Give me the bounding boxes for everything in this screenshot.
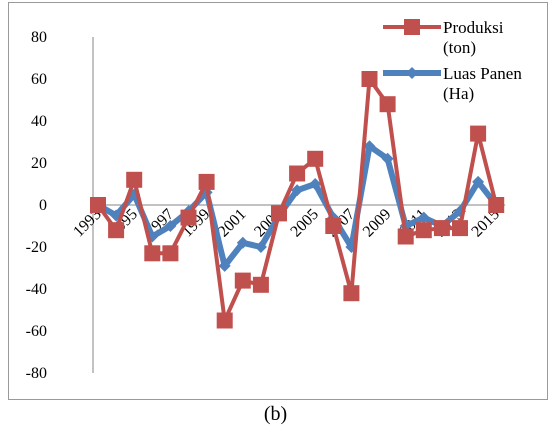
data-point-produksi: [198, 173, 215, 190]
data-point-produksi: [361, 71, 378, 87]
data-point-produksi: [470, 125, 487, 142]
data-point-produksi: [415, 222, 432, 239]
series-line-produksi: [96, 77, 499, 323]
data-point-luas-panen: [218, 259, 231, 272]
data-point-luas-panen: [254, 241, 267, 253]
data-point-produksi: [452, 220, 468, 237]
chart-frame: 806040200-20-40-60-801993199519971999200…: [8, 2, 548, 400]
legend-marker-luas-panen: [406, 67, 418, 79]
data-point-produksi: [325, 218, 342, 234]
data-point-luas-panen: [381, 152, 394, 165]
y-tick-label: 80: [31, 29, 47, 46]
legend-marker-produksi: [404, 19, 420, 35]
data-point-luas-panen: [363, 140, 376, 153]
data-point-luas-panen: [472, 175, 485, 188]
legend-label-luas-panen: Luas Panen: [443, 64, 522, 83]
data-point-produksi: [433, 220, 450, 237]
legend-label-luas-panen: (Ha): [443, 84, 474, 103]
line-chart: 806040200-20-40-60-801993199519971999200…: [26, 18, 523, 382]
x-tick-label: 2005: [287, 206, 322, 241]
data-point-luas-panen: [309, 178, 322, 190]
data-point-luas-panen: [164, 220, 177, 232]
data-point-produksi: [379, 96, 396, 113]
data-point-produksi: [343, 285, 360, 302]
data-point-luas-panen: [417, 211, 430, 224]
y-tick-label: 20: [31, 155, 47, 172]
data-point-produksi: [488, 197, 505, 213]
data-point-produksi: [234, 272, 251, 289]
legend-label-produksi: (ton): [443, 38, 476, 57]
y-tick-label: -20: [26, 239, 47, 256]
data-point-produksi: [180, 209, 197, 226]
data-point-produksi: [108, 222, 125, 239]
data-point-produksi: [252, 276, 269, 293]
data-point-produksi: [162, 245, 179, 262]
data-point-produksi: [216, 312, 233, 329]
data-point-produksi: [90, 197, 106, 213]
x-tick-label: 2009: [360, 206, 395, 241]
y-tick-label: 60: [31, 71, 47, 88]
y-tick-label: 40: [31, 113, 47, 130]
data-point-produksi: [144, 245, 161, 262]
legend-label-produksi: Produksi: [443, 18, 504, 37]
data-point-produksi: [397, 228, 414, 245]
data-point-luas-panen: [236, 236, 249, 249]
data-point-produksi: [126, 171, 143, 188]
y-tick-label: -80: [26, 365, 47, 382]
figure-caption: (b): [263, 403, 288, 425]
y-tick-label: -60: [26, 323, 47, 340]
data-point-produksi: [289, 165, 306, 182]
data-point-produksi: [307, 150, 324, 167]
y-tick-label: -40: [26, 281, 47, 298]
y-tick-label: 0: [39, 197, 47, 214]
data-point-produksi: [271, 205, 287, 222]
data-point-luas-panen: [291, 184, 304, 197]
